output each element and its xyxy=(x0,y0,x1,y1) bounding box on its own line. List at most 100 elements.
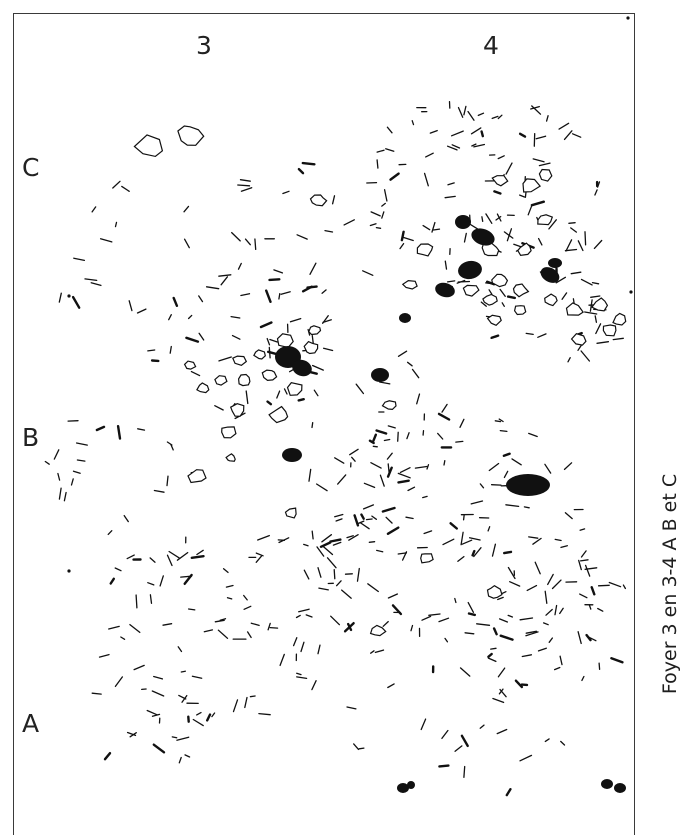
artifact-mark xyxy=(153,489,165,493)
artifact-mark xyxy=(191,675,203,679)
artifact-mark xyxy=(289,317,302,323)
artifact-mark xyxy=(459,418,465,428)
artifact-mark xyxy=(563,130,573,141)
artifact-mark xyxy=(563,462,573,471)
artifact-mark xyxy=(387,463,390,476)
artifact-mark xyxy=(311,364,324,371)
artifact-mark xyxy=(172,296,179,307)
artifact-mark xyxy=(426,464,430,470)
artifact-mark xyxy=(370,211,381,217)
artifact-mark xyxy=(198,332,205,341)
artifact-mark xyxy=(335,580,342,587)
artifact-mark xyxy=(185,336,200,343)
artifact-mark xyxy=(369,223,377,227)
artifact-mark xyxy=(177,646,183,653)
row-label-b: B xyxy=(22,423,40,452)
artifact-mark xyxy=(243,594,248,601)
artifact-mark xyxy=(425,152,434,158)
artifact-mark xyxy=(243,605,252,610)
artifact-mark xyxy=(203,629,214,633)
artifact-mark xyxy=(401,236,414,242)
stone-outline xyxy=(565,302,584,316)
artifact-mark xyxy=(349,448,359,456)
stone-outline xyxy=(253,349,266,360)
artifact-mark xyxy=(70,478,74,486)
artifact-mark xyxy=(499,429,508,433)
artifact-mark xyxy=(571,133,582,138)
artifact-mark xyxy=(231,334,241,340)
artifact-mark xyxy=(414,465,428,469)
stone-outline xyxy=(225,453,236,462)
artifact-mark xyxy=(585,633,592,642)
artifact-mark xyxy=(246,631,252,639)
burnt-stone xyxy=(407,781,415,789)
artifact-mark xyxy=(386,452,393,460)
artifact-mark xyxy=(535,135,547,140)
plan-caption: Foyer 3 en 3-4 A B et C xyxy=(659,473,681,695)
artifact-mark xyxy=(375,429,388,435)
artifact-mark xyxy=(269,626,279,629)
stone-outline xyxy=(420,553,434,564)
stone-outline xyxy=(513,305,527,316)
artifact-mark xyxy=(343,219,355,226)
artifact-mark xyxy=(499,288,506,297)
artifact-mark xyxy=(431,221,436,233)
stone-outline xyxy=(214,375,228,386)
artifact-mark xyxy=(568,222,576,224)
artifact-mark xyxy=(99,238,113,243)
artifact-mark xyxy=(348,534,359,541)
artifact-mark xyxy=(183,205,190,213)
artifact-mark xyxy=(579,559,589,562)
artifact-mark xyxy=(488,289,493,295)
artifact-mark xyxy=(322,545,334,556)
burnt-stone xyxy=(614,783,626,793)
artifact-mark xyxy=(218,356,232,362)
artifact-mark xyxy=(355,383,365,395)
artifact-mark xyxy=(570,271,582,275)
artifact-mark xyxy=(584,564,591,577)
stone-outline xyxy=(537,214,554,226)
artifact-mark xyxy=(341,589,352,599)
artifact-mark xyxy=(333,568,336,580)
artifact-mark xyxy=(129,732,137,738)
artifact-mark xyxy=(365,518,373,521)
artifact-mark xyxy=(437,432,444,440)
artifact-mark xyxy=(553,666,561,671)
artifact-mark xyxy=(183,238,190,249)
artifact-mark xyxy=(297,167,305,175)
artifact-marks xyxy=(44,101,627,797)
artifact-mark xyxy=(558,122,570,130)
artifact-mark xyxy=(90,282,102,287)
stone-outline xyxy=(183,360,197,370)
artifact-mark xyxy=(376,549,384,553)
artifact-mark xyxy=(98,653,110,658)
stone-outline xyxy=(538,168,553,182)
artifact-mark xyxy=(442,538,455,546)
artifact-mark xyxy=(411,368,420,379)
artifact-mark xyxy=(329,538,342,543)
artifact-mark xyxy=(567,357,571,363)
stone-outline xyxy=(261,369,278,382)
artifact-mark xyxy=(162,623,173,626)
artifact-mark xyxy=(477,112,485,117)
artifact-mark xyxy=(476,623,491,626)
stone-outline xyxy=(284,507,297,519)
artifact-mark xyxy=(123,514,129,523)
artifact-mark xyxy=(386,526,400,535)
artifact-mark xyxy=(305,614,313,618)
artifact-mark xyxy=(318,587,329,591)
artifact-mark xyxy=(362,504,375,510)
artifact-mark xyxy=(497,596,504,601)
artifact-mark xyxy=(487,657,497,663)
artifact-mark xyxy=(594,315,598,323)
artifact-mark xyxy=(76,459,86,462)
grid-tick xyxy=(629,290,633,294)
artifact-mark xyxy=(505,162,513,175)
artifact-mark xyxy=(254,238,257,251)
artifact-mark xyxy=(554,604,558,616)
artifact-mark xyxy=(71,295,81,309)
artifact-mark xyxy=(211,712,216,718)
artifact-mark xyxy=(570,227,578,233)
artifact-mark xyxy=(479,724,485,729)
artifact-mark xyxy=(397,472,411,479)
